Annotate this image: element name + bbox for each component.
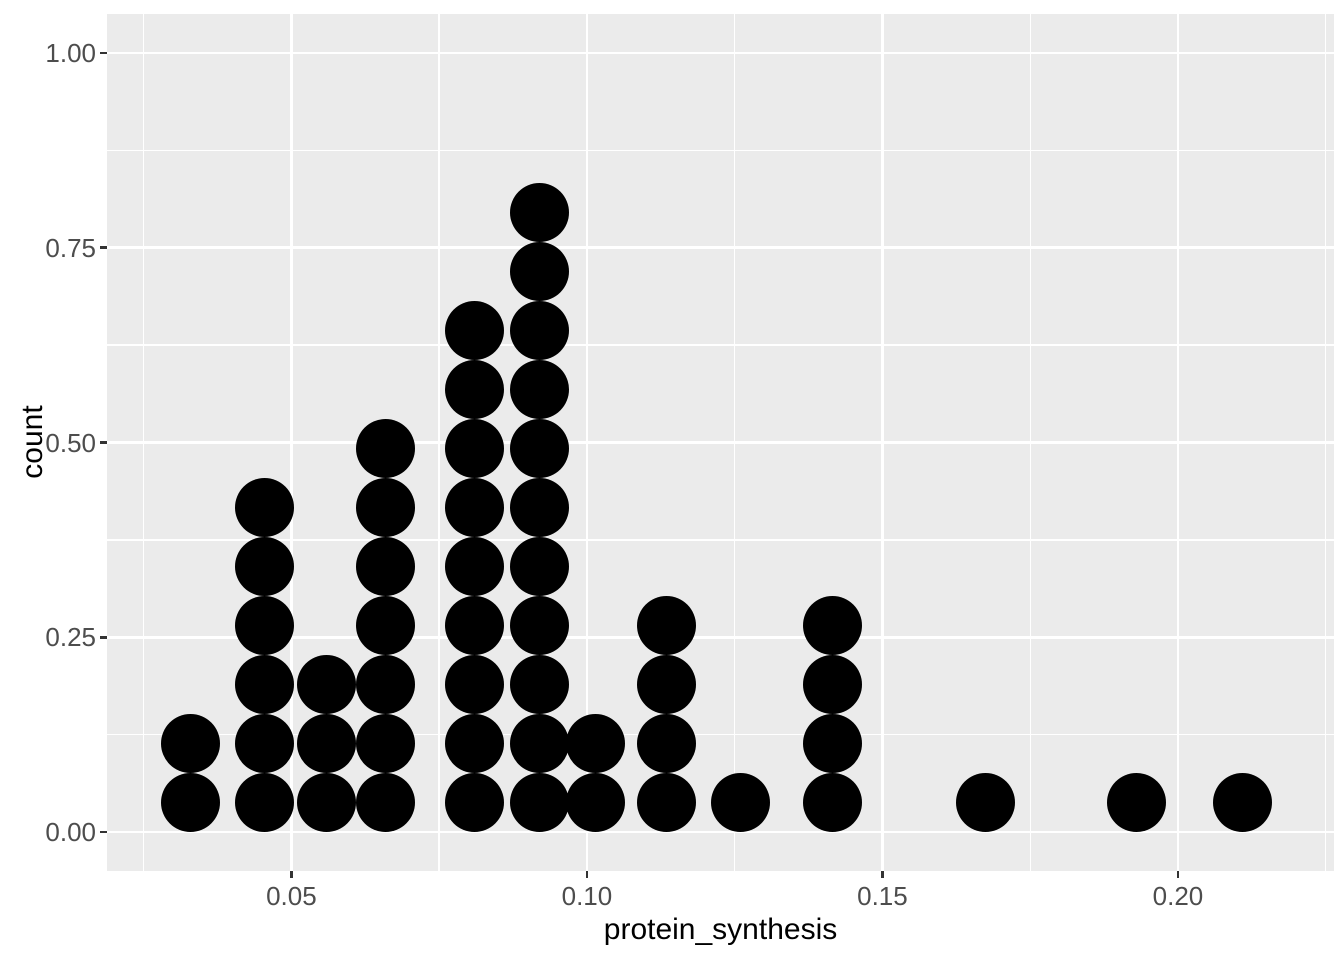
y-major-gridline (107, 830, 1334, 834)
x-major-gridline (290, 14, 293, 871)
x-tick-label: 0.10 (561, 881, 613, 911)
data-dot (510, 773, 570, 833)
data-dot (802, 714, 862, 774)
data-dot (802, 655, 862, 715)
y-minor-gridline (107, 733, 1334, 736)
x-tick-label: 0.15 (857, 881, 908, 911)
data-dot (445, 596, 505, 656)
y-tick-label: 0.75 (45, 232, 96, 263)
y-tick-mark (100, 51, 107, 55)
data-dot (297, 655, 357, 715)
data-dot (802, 596, 862, 656)
data-dot (235, 773, 295, 833)
data-dot (802, 773, 862, 833)
data-dot (445, 773, 505, 833)
x-tick-mark (290, 871, 293, 878)
data-dot (445, 655, 505, 715)
x-major-gridline (1176, 14, 1180, 871)
data-dot (235, 537, 295, 597)
data-dot (510, 183, 570, 243)
data-dot (356, 714, 416, 774)
data-dot (235, 655, 295, 715)
data-dot (1213, 773, 1273, 833)
data-dot (445, 360, 505, 420)
x-major-gridline (881, 14, 884, 871)
y-minor-gridline (107, 344, 1334, 346)
data-dot (445, 419, 505, 479)
data-dot (161, 714, 221, 774)
data-dot (637, 655, 697, 715)
data-dot (711, 773, 771, 833)
x-axis-title: protein_synthesis (603, 913, 838, 946)
x-major-gridline (585, 14, 589, 871)
data-dot (637, 596, 697, 656)
y-tick-mark (100, 246, 107, 249)
data-dot (510, 537, 570, 597)
x-tick-mark (881, 871, 884, 878)
x-tick-label: 0.05 (266, 881, 317, 911)
x-tick-mark (1176, 871, 1180, 878)
plot-panel (107, 14, 1334, 871)
data-dot (235, 714, 295, 774)
data-dot (356, 419, 416, 479)
y-tick-label: 1.00 (45, 37, 96, 68)
data-dot (510, 242, 570, 302)
data-dot (356, 478, 416, 538)
data-dot (637, 714, 697, 774)
y-major-gridline (107, 51, 1334, 55)
x-tick-mark (585, 871, 589, 878)
y-minor-gridline (107, 149, 1334, 152)
data-dot (356, 537, 416, 597)
data-dot (510, 714, 570, 774)
y-major-gridline (107, 441, 1334, 444)
y-tick-mark (100, 441, 107, 444)
data-dot (445, 301, 505, 361)
data-dot (637, 773, 697, 833)
data-dot (356, 655, 416, 715)
data-dot (161, 773, 221, 833)
data-dot (235, 478, 295, 538)
y-major-gridline (107, 635, 1334, 639)
y-tick-label: 0.00 (45, 817, 96, 848)
data-dot (356, 596, 416, 656)
y-axis-title: count (16, 405, 49, 479)
data-dot (356, 773, 416, 833)
y-tick-mark (100, 636, 107, 639)
data-dot (956, 773, 1016, 833)
data-dot (445, 478, 505, 538)
y-major-gridline (107, 246, 1334, 250)
x-tick-label: 0.20 (1152, 881, 1204, 911)
data-dot (297, 773, 357, 833)
data-dot (510, 478, 570, 538)
data-dot (566, 773, 626, 833)
y-minor-gridline (107, 539, 1334, 541)
data-dot (1107, 773, 1167, 833)
data-dot (566, 714, 626, 774)
data-dot (510, 419, 570, 479)
data-dot (510, 301, 570, 361)
y-tick-label: 0.25 (45, 622, 96, 653)
data-dot (297, 714, 357, 774)
data-dot (445, 537, 505, 597)
y-tick-mark (100, 830, 107, 834)
y-tick-label: 0.50 (45, 427, 96, 458)
data-dot (510, 360, 570, 420)
data-dot (235, 596, 295, 656)
data-dot (510, 655, 570, 715)
data-dot (510, 596, 570, 656)
data-dot (445, 714, 505, 774)
